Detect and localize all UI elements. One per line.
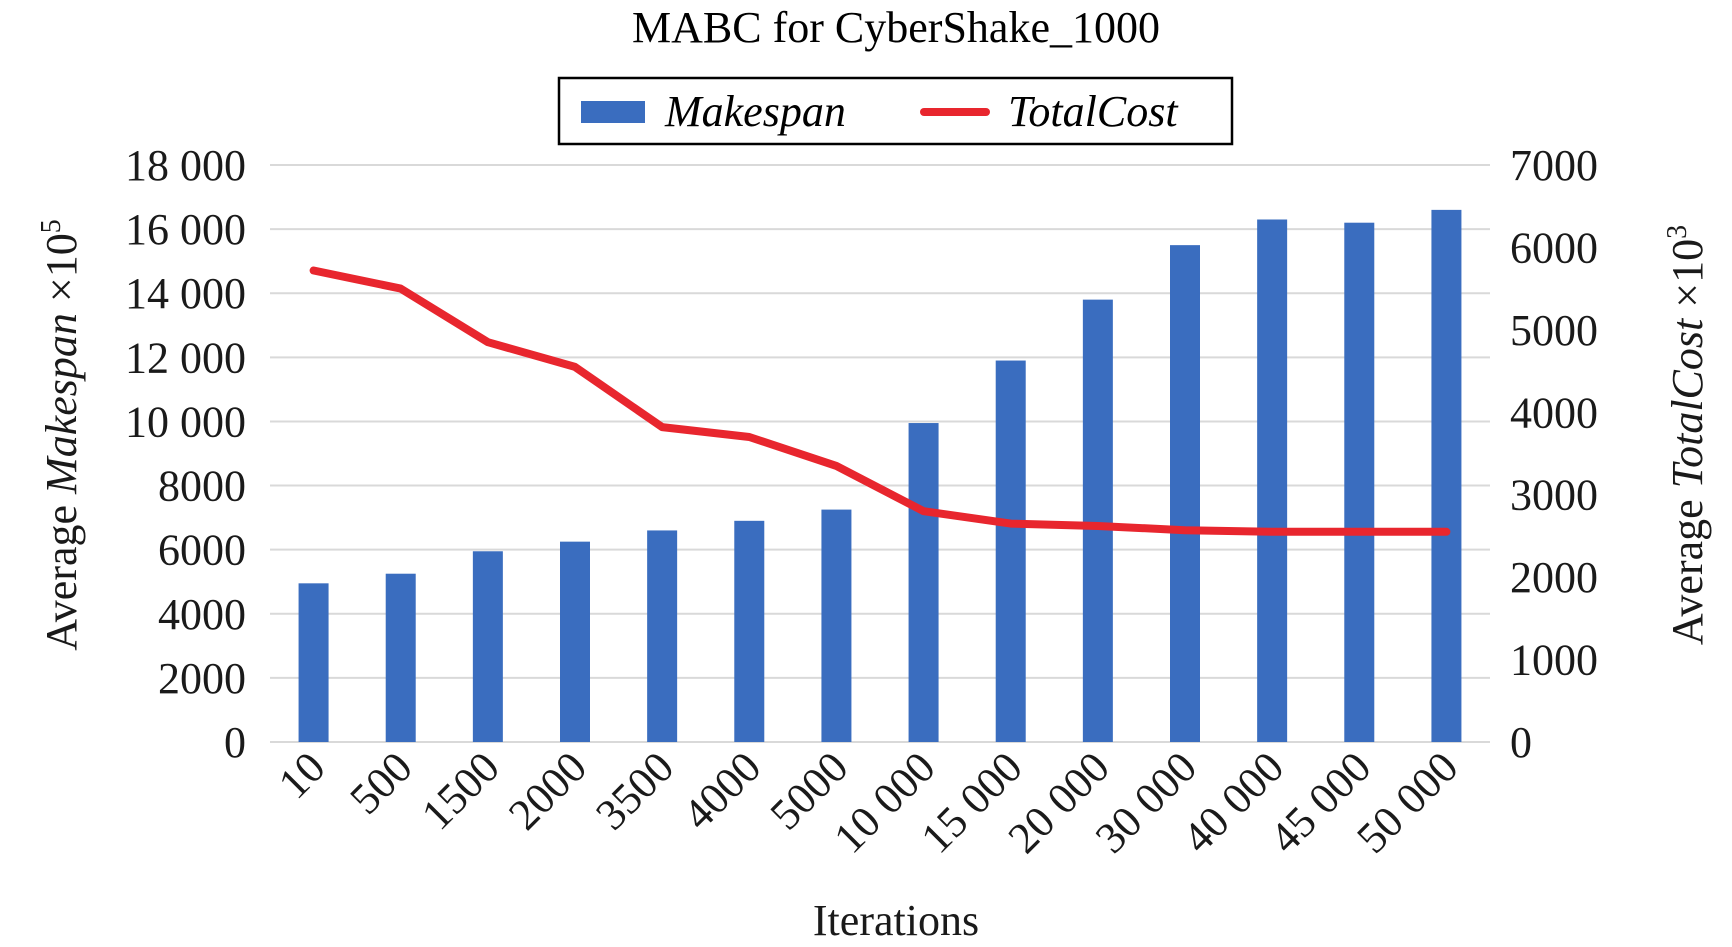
makespan-bar: [1344, 222, 1375, 742]
left-axis-tick-label: 12 000: [125, 333, 246, 382]
left-axis-tick-label: 2000: [158, 654, 246, 703]
makespan-bar: [472, 551, 503, 742]
left-axis-tick-label: 16 000: [125, 205, 246, 254]
x-axis-tick-label: 4000: [673, 742, 770, 839]
makespan-bars: [298, 209, 1462, 742]
makespan-bar: [1257, 219, 1288, 742]
right-axis-tick-label: 5000: [1510, 306, 1598, 355]
right-axis-ticks: 0 1000 2000 3000 4000 5000 6000 7000: [1510, 141, 1598, 767]
left-axis-tick-label: 6000: [158, 526, 246, 575]
right-axis-title-sup: 3: [1662, 225, 1693, 239]
totalcost-line: [309, 266, 1451, 536]
left-axis-title-sup: 5: [36, 219, 67, 233]
left-axis-tick-label: 0: [224, 718, 246, 767]
legend-box: [557, 76, 1234, 146]
makespan-bar: [1431, 209, 1462, 742]
right-axis-tick-label: 1000: [1510, 636, 1598, 685]
x-axis-tick-label: 50 000: [1347, 742, 1467, 862]
left-axis-title-suffix: ×10: [37, 233, 86, 313]
makespan-bar: [1170, 245, 1200, 742]
x-axis-tick-label: 45 000: [1260, 742, 1380, 862]
makespan-bar: [821, 509, 852, 742]
x-axis-tick-label: 40 000: [1173, 742, 1293, 862]
legend-swatch-makespan: [581, 101, 645, 123]
left-axis-title-emph: Makespan: [37, 313, 86, 495]
x-axis-title: Iterations: [813, 896, 979, 945]
left-axis-tick-label: 4000: [158, 590, 246, 639]
legend-label-totalcost: TotalCost: [1008, 87, 1179, 136]
left-axis-tick-label: 10 000: [125, 397, 246, 446]
right-axis-tick-label: 6000: [1510, 223, 1598, 272]
left-axis-tick-label: 8000: [158, 462, 246, 511]
x-axis-tick-label: 20 000: [999, 742, 1119, 862]
x-axis-tick-label: 500: [340, 742, 421, 823]
left-axis-title: Average Makespan ×105: [36, 219, 86, 650]
makespan-bar: [560, 541, 590, 742]
x-axis-tick-label: 15 000: [912, 742, 1032, 862]
left-axis-ticks: 0 2000 4000 6000 8000 10 000 12 000 14 000 16 00…: [125, 141, 246, 767]
totalcost-line-group: [309, 266, 1451, 536]
right-axis-title: Average TotalCost ×103: [1662, 225, 1712, 645]
makespan-bar: [995, 360, 1026, 742]
x-axis-tick-label: 30 000: [1086, 742, 1206, 862]
left-axis-tick-label: 14 000: [125, 269, 246, 318]
right-axis-title-prefix: Average: [1663, 488, 1712, 645]
right-axis-title-suffix: ×10: [1663, 239, 1712, 319]
x-axis-tick-label: 1500: [412, 742, 509, 839]
x-axis-tick-label: 10: [269, 742, 335, 808]
makespan-bar: [908, 423, 939, 742]
right-axis-tick-label: 7000: [1510, 141, 1598, 190]
right-axis-tick-label: 0: [1510, 718, 1532, 767]
makespan-bar: [734, 520, 765, 742]
x-axis-tick-label: 3500: [586, 742, 683, 839]
makespan-bar: [647, 530, 678, 742]
right-axis-title-emph: TotalCost: [1663, 317, 1712, 488]
legend-label-makespan: Makespan: [664, 87, 846, 136]
right-axis-tick-label: 2000: [1510, 553, 1598, 602]
right-axis-tick-label: 4000: [1510, 388, 1598, 437]
left-axis-tick-label: 18 000: [125, 141, 246, 190]
chart-title: MABC for CyberShake_1000: [632, 3, 1160, 52]
legend: Makespan TotalCost: [557, 76, 1234, 146]
x-axis-tick-label: 10 000: [824, 742, 944, 862]
right-axis-tick-label: 3000: [1510, 471, 1598, 520]
makespan-bar: [385, 573, 416, 742]
x-axis-tick-label: 2000: [499, 742, 596, 839]
makespan-bar: [1082, 299, 1113, 742]
gridlines: [270, 164, 1490, 743]
left-axis-title-prefix: Average: [37, 494, 86, 651]
makespan-bar: [298, 583, 329, 742]
